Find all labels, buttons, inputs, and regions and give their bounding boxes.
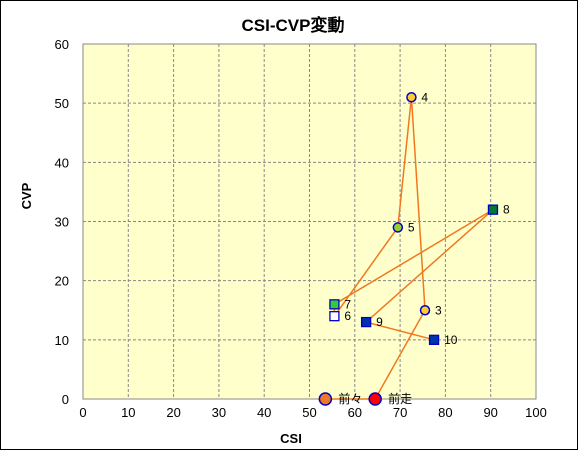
x-tick-label: 0 — [79, 405, 86, 420]
x-axis-label: CSI — [280, 431, 302, 446]
x-tick-labels: 0 10 20 30 40 50 60 70 80 90 100 — [79, 405, 546, 420]
x-tick-label: 30 — [212, 405, 226, 420]
point-labels: 前々 前走 3 4 5 67 8 9 10 — [338, 90, 510, 406]
point-label: 4 — [421, 90, 428, 104]
point-marker — [419, 305, 431, 316]
point-label: 3 — [435, 303, 442, 317]
point-marker — [368, 392, 382, 406]
point-marker — [318, 392, 333, 406]
point-label: 10 — [444, 333, 458, 347]
point-marker — [487, 204, 499, 215]
series-line — [325, 97, 494, 400]
point-label: 5 — [408, 220, 415, 234]
x-tick-label: 60 — [348, 405, 362, 420]
point-marker — [360, 316, 372, 328]
point-label: 8 — [503, 203, 510, 217]
y-tick-label: 50 — [55, 96, 69, 111]
y-tick-label: 20 — [55, 274, 69, 289]
x-tick-label: 10 — [121, 405, 135, 420]
x-tick-label: 50 — [302, 405, 316, 420]
y-tick-label: 60 — [55, 37, 69, 52]
trajectory-line — [325, 97, 494, 400]
point-marker — [329, 311, 340, 322]
point-marker — [329, 299, 340, 310]
point-marker — [428, 334, 440, 345]
grid-lines — [83, 44, 536, 399]
x-tick-label: 80 — [438, 405, 452, 420]
point-label: 6 — [344, 309, 351, 323]
y-tick-label: 0 — [62, 392, 69, 407]
point-label: 7 — [344, 297, 351, 311]
x-tick-label: 100 — [525, 405, 547, 420]
point-label: 前走 — [388, 391, 412, 406]
point-label: 9 — [376, 315, 383, 329]
y-tick-label: 40 — [55, 155, 69, 170]
point-label: 前々 — [338, 391, 362, 406]
x-tick-label: 20 — [166, 405, 180, 420]
y-axis-label: CVP — [19, 182, 34, 209]
chart-title: CSI-CVP変動 — [242, 15, 345, 35]
y-tick-label: 30 — [55, 215, 69, 230]
x-tick-label: 90 — [483, 405, 497, 420]
y-tick-label: 10 — [55, 333, 69, 348]
point-marker — [392, 222, 404, 233]
data-points — [318, 92, 499, 406]
point-marker — [406, 92, 417, 103]
x-tick-label: 40 — [257, 405, 271, 420]
x-tick-label: 70 — [393, 405, 407, 420]
y-tick-labels: 0 10 20 30 40 50 60 — [55, 37, 69, 407]
